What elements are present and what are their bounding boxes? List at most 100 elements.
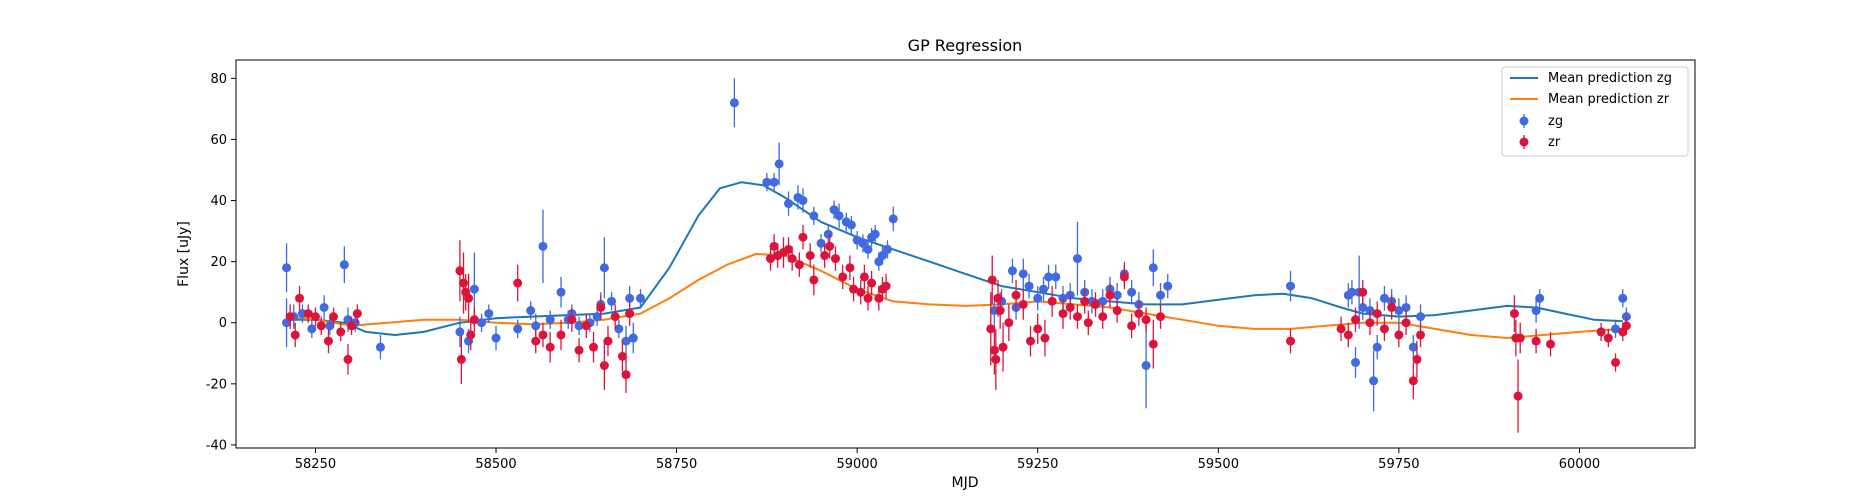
zg-point — [1163, 281, 1173, 291]
zr-point — [459, 278, 469, 288]
zr-point — [1603, 333, 1613, 343]
y-tick-label: -40 — [206, 438, 227, 453]
y-tick-label: 40 — [210, 194, 227, 209]
zg-point — [1372, 342, 1382, 352]
zg-point — [545, 315, 555, 325]
zr-point — [856, 287, 866, 297]
zg-point — [1127, 287, 1137, 297]
zr-series — [285, 224, 1631, 433]
zr-point — [596, 302, 606, 312]
zr-point — [1098, 312, 1108, 322]
zr-point — [323, 336, 333, 346]
zg-point — [1156, 290, 1166, 300]
zr-point — [1080, 296, 1090, 306]
zr-point — [798, 232, 808, 242]
y-tick-label: 60 — [210, 133, 227, 148]
x-tick-label: 59000 — [836, 457, 877, 472]
zr-point — [1343, 330, 1353, 340]
zg-point — [282, 263, 292, 273]
zr-point — [809, 275, 819, 285]
zr-point — [784, 244, 794, 254]
zr-point — [1134, 309, 1144, 319]
zg-point — [607, 296, 617, 306]
x-tick-label: 58250 — [295, 457, 336, 472]
zr-point — [343, 354, 353, 364]
zg-point — [1072, 254, 1082, 264]
zr-point — [303, 309, 313, 319]
zg-point — [809, 211, 819, 221]
zg-point — [1379, 293, 1389, 303]
zg-point — [1018, 269, 1028, 279]
zr-point — [617, 351, 627, 361]
zg-point — [1098, 296, 1108, 306]
zr-point — [1047, 296, 1057, 306]
zg-point — [469, 284, 479, 294]
zg-point — [339, 260, 349, 270]
zr-point — [987, 275, 997, 285]
zr-point — [621, 370, 631, 380]
zr-point — [881, 281, 891, 291]
zr-point — [1611, 357, 1621, 367]
zg-point — [798, 196, 808, 206]
zr-point — [1387, 302, 1397, 312]
zr-point — [1372, 309, 1382, 319]
zg-point — [375, 342, 385, 352]
zr-point — [1336, 324, 1346, 334]
zg-point — [1531, 306, 1541, 316]
zr-point — [1112, 306, 1122, 316]
zg-point — [1141, 361, 1151, 371]
zr-point — [336, 327, 346, 337]
x-tick-label: 59250 — [1017, 457, 1058, 472]
zr-point — [1416, 330, 1426, 340]
zr-point — [1091, 299, 1101, 309]
zg-point — [870, 229, 880, 239]
zg-point — [325, 321, 335, 331]
zg-point — [614, 324, 624, 334]
legend-label-zr-line: Mean prediction zr — [1548, 92, 1670, 107]
zr-point — [545, 342, 555, 352]
zr-point — [838, 272, 848, 282]
zg-point — [1033, 293, 1043, 303]
zr-point — [1412, 354, 1422, 364]
zr-point — [290, 330, 300, 340]
zg-point — [1024, 281, 1034, 291]
zg-point — [1112, 290, 1122, 300]
zr-point — [794, 260, 804, 270]
y-tick-label: 0 — [219, 316, 227, 331]
zg-point — [816, 238, 826, 248]
zr-point — [352, 309, 362, 319]
zr-point — [1515, 333, 1525, 343]
zr-point — [567, 315, 577, 325]
x-axis: 58250 58500 58750 59000 59250 59500 59750 60000 — [295, 448, 1600, 472]
zr-point — [765, 254, 775, 264]
zg-point — [1148, 263, 1158, 273]
zg-point — [774, 159, 784, 169]
zg-point — [1535, 293, 1545, 303]
zr-point — [993, 293, 1003, 303]
chart-title: GP Regression — [908, 36, 1023, 55]
zg-point — [531, 321, 541, 331]
zr-point — [1596, 327, 1606, 337]
zg-point — [491, 333, 501, 343]
zg-point — [477, 318, 487, 328]
legend-swatch-zg-point — [1519, 116, 1529, 126]
plot-area — [282, 78, 1631, 433]
legend-label-zg-line: Mean prediction zg — [1548, 71, 1672, 86]
zg-point — [1408, 342, 1418, 352]
zr-point — [625, 309, 635, 319]
zr-point — [513, 278, 523, 288]
zr-point — [989, 345, 999, 355]
zr-point — [1011, 290, 1021, 300]
zg-point — [784, 199, 794, 209]
zg-point — [1369, 376, 1379, 386]
zr-point — [1065, 302, 1075, 312]
zg-point — [319, 302, 329, 312]
zr-point — [805, 251, 815, 261]
zg-point — [625, 293, 635, 303]
zr-point — [1156, 312, 1166, 322]
zg-point — [526, 306, 536, 316]
zr-point — [863, 293, 873, 303]
zr-point — [1004, 318, 1014, 328]
mean-prediction-zr-line — [286, 253, 1623, 339]
zr-point — [820, 251, 830, 261]
